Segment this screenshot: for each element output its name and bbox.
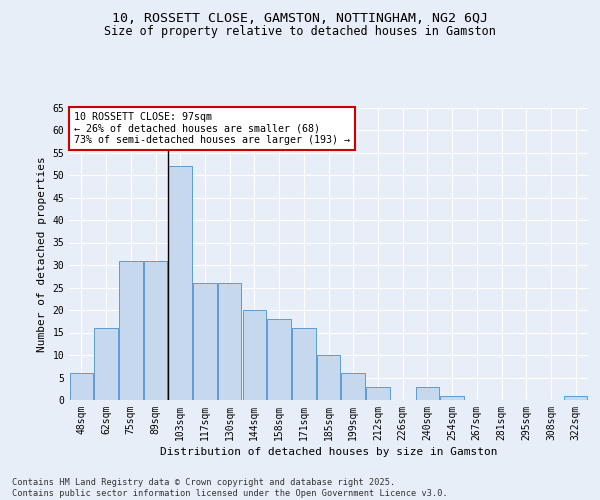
Bar — [268, 319, 291, 400]
Bar — [119, 260, 143, 400]
Text: 10 ROSSETT CLOSE: 97sqm
← 26% of detached houses are smaller (68)
73% of semi-de: 10 ROSSETT CLOSE: 97sqm ← 26% of detache… — [74, 112, 350, 145]
Bar — [94, 328, 118, 400]
Bar — [70, 373, 93, 400]
Bar — [564, 396, 587, 400]
Bar — [169, 166, 192, 400]
Bar — [218, 283, 241, 400]
Text: Contains HM Land Registry data © Crown copyright and database right 2025.
Contai: Contains HM Land Registry data © Crown c… — [12, 478, 448, 498]
Bar — [366, 386, 389, 400]
Bar — [341, 373, 365, 400]
Bar — [193, 283, 217, 400]
Bar — [440, 396, 464, 400]
Bar — [242, 310, 266, 400]
X-axis label: Distribution of detached houses by size in Gamston: Distribution of detached houses by size … — [160, 447, 497, 457]
Y-axis label: Number of detached properties: Number of detached properties — [37, 156, 47, 352]
Bar — [317, 355, 340, 400]
Bar — [144, 260, 167, 400]
Text: Size of property relative to detached houses in Gamston: Size of property relative to detached ho… — [104, 25, 496, 38]
Bar — [416, 386, 439, 400]
Bar — [292, 328, 316, 400]
Text: 10, ROSSETT CLOSE, GAMSTON, NOTTINGHAM, NG2 6QJ: 10, ROSSETT CLOSE, GAMSTON, NOTTINGHAM, … — [112, 12, 488, 26]
